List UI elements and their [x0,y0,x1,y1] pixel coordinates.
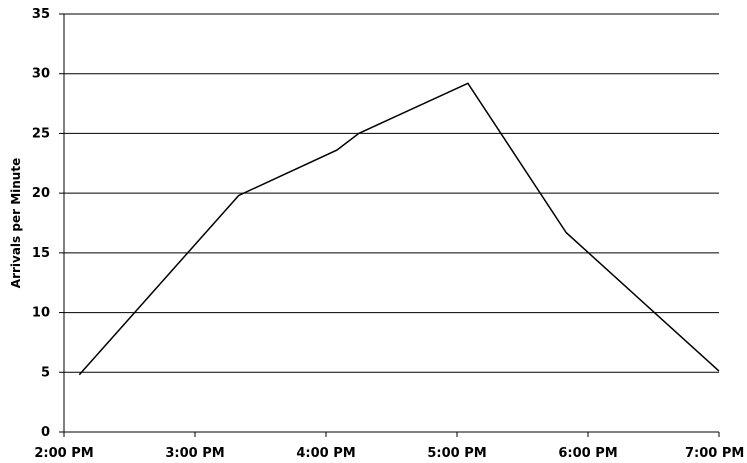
x-tick-label: 6:00 PM [558,446,617,461]
series-line [78,82,720,376]
y-axis-title: Arrivals per Minute [9,158,23,288]
x-tick-label: 3:00 PM [165,446,224,461]
y-tick-label: 10 [32,306,50,321]
y-tick-label: 20 [32,186,50,201]
y-tick-label: 5 [41,365,50,380]
gridlines [64,13,719,373]
x-tick-label: 4:00 PM [296,446,355,461]
x-tick-label: 7:00 PM [685,446,744,461]
series-group [78,82,720,376]
y-tick-label: 0 [41,425,50,440]
y-tick-label: 25 [32,126,50,141]
axes [63,14,719,433]
y-tick-label: 30 [32,67,50,82]
x-axis-ticks: 2:00 PM 3:00 PM 4:00 PM 5:00 PM 6:00 PM 7:00 … [34,432,744,461]
x-tick-label: 5:00 PM [427,446,486,461]
y-tick-label: 15 [32,246,50,261]
y-axis-ticks: 0 5 10 15 20 25 30 35 [32,7,64,440]
x-tick-label: 2:00 PM [34,446,93,461]
y-tick-label: 35 [32,7,50,22]
